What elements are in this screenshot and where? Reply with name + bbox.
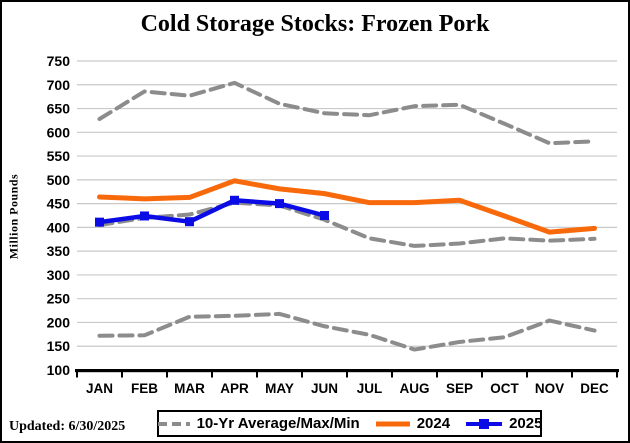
y-tick-label: 400 [47, 219, 71, 235]
y-tick-label: 600 [47, 124, 71, 140]
y-tick-label: 250 [47, 291, 71, 307]
series-y2025-marker [95, 217, 104, 227]
series-y2025-line [97, 198, 327, 225]
legend-label-2025: 2025 [509, 415, 543, 432]
y-tick-label: 750 [47, 53, 71, 69]
x-axis-tick [76, 372, 78, 378]
x-tick-label-oct: OCT [490, 381, 519, 396]
x-tick-label-apr: APR [220, 381, 249, 396]
series-max10yr-line [97, 80, 597, 146]
series-y2025-marker [140, 211, 149, 221]
orange-line-icon [375, 420, 411, 428]
x-axis-tick [526, 372, 528, 378]
x-axis-tick [166, 372, 168, 378]
updated-date-note: Updated: 6/30/2025 [9, 419, 126, 434]
series-y2025-marker [230, 195, 239, 205]
y-tick-label: 550 [47, 148, 71, 164]
x-tick-label-mar: MAR [174, 381, 205, 396]
series-y2025-marker [275, 199, 284, 209]
y-tick-label: 500 [47, 172, 71, 188]
x-tick-label-jun: JUN [311, 381, 338, 396]
legend-item-2025: 2025 [465, 415, 542, 432]
x-axis-tick [481, 372, 483, 378]
x-axis-tick [571, 372, 573, 378]
x-axis-line [75, 369, 619, 373]
legend-label-10yr: 10-Yr Average/Max/Min [196, 415, 360, 432]
x-axis-tick [211, 372, 213, 378]
x-axis-tick [346, 372, 348, 378]
series-avg10yr-line [97, 200, 597, 248]
y-tick-label: 700 [47, 77, 71, 93]
x-tick-label-feb: FEB [131, 381, 158, 396]
x-tick-label-jul: JUL [357, 381, 383, 396]
y-tick-label: 100 [47, 362, 71, 378]
legend-item-2024: 2024 [375, 415, 450, 432]
series-y2024-line [97, 178, 597, 235]
blue-line-square-marker-icon [465, 418, 503, 430]
x-tick-label-aug: AUG [400, 381, 430, 396]
gray-dashed-line-icon [157, 420, 191, 428]
y-tick-label: 650 [47, 101, 71, 117]
y-tick-label: 350 [47, 243, 71, 259]
x-tick-label-sep: SEP [446, 381, 473, 396]
series-y2025-marker [320, 211, 329, 220]
x-axis-tick [436, 372, 438, 378]
x-axis-tick [256, 372, 258, 378]
y-tick-label: 150 [47, 338, 71, 354]
x-axis-tick [121, 372, 123, 378]
legend-label-2024: 2024 [416, 415, 451, 432]
x-axis-tick [616, 372, 618, 378]
chart-title: Cold Storage Stocks: Frozen Pork [140, 11, 490, 37]
y-tick-label: 200 [47, 314, 71, 330]
series-min10yr-line [97, 311, 597, 352]
legend-item-10yr: 10-Yr Average/Max/Min [157, 415, 360, 432]
series-y2025-marker [185, 217, 194, 227]
x-tick-label-may: MAY [265, 381, 294, 396]
x-axis-tick [391, 372, 393, 378]
y-tick-label: 300 [47, 267, 71, 283]
x-axis-tick [301, 372, 303, 378]
x-tick-label-jan: JAN [86, 381, 113, 396]
y-tick-label: 450 [47, 196, 71, 212]
x-tick-label-nov: NOV [535, 381, 564, 396]
legend: 10-Yr Average/Max/Min 2024 2025 [157, 410, 542, 437]
x-tick-label-dec: DEC [580, 381, 609, 396]
